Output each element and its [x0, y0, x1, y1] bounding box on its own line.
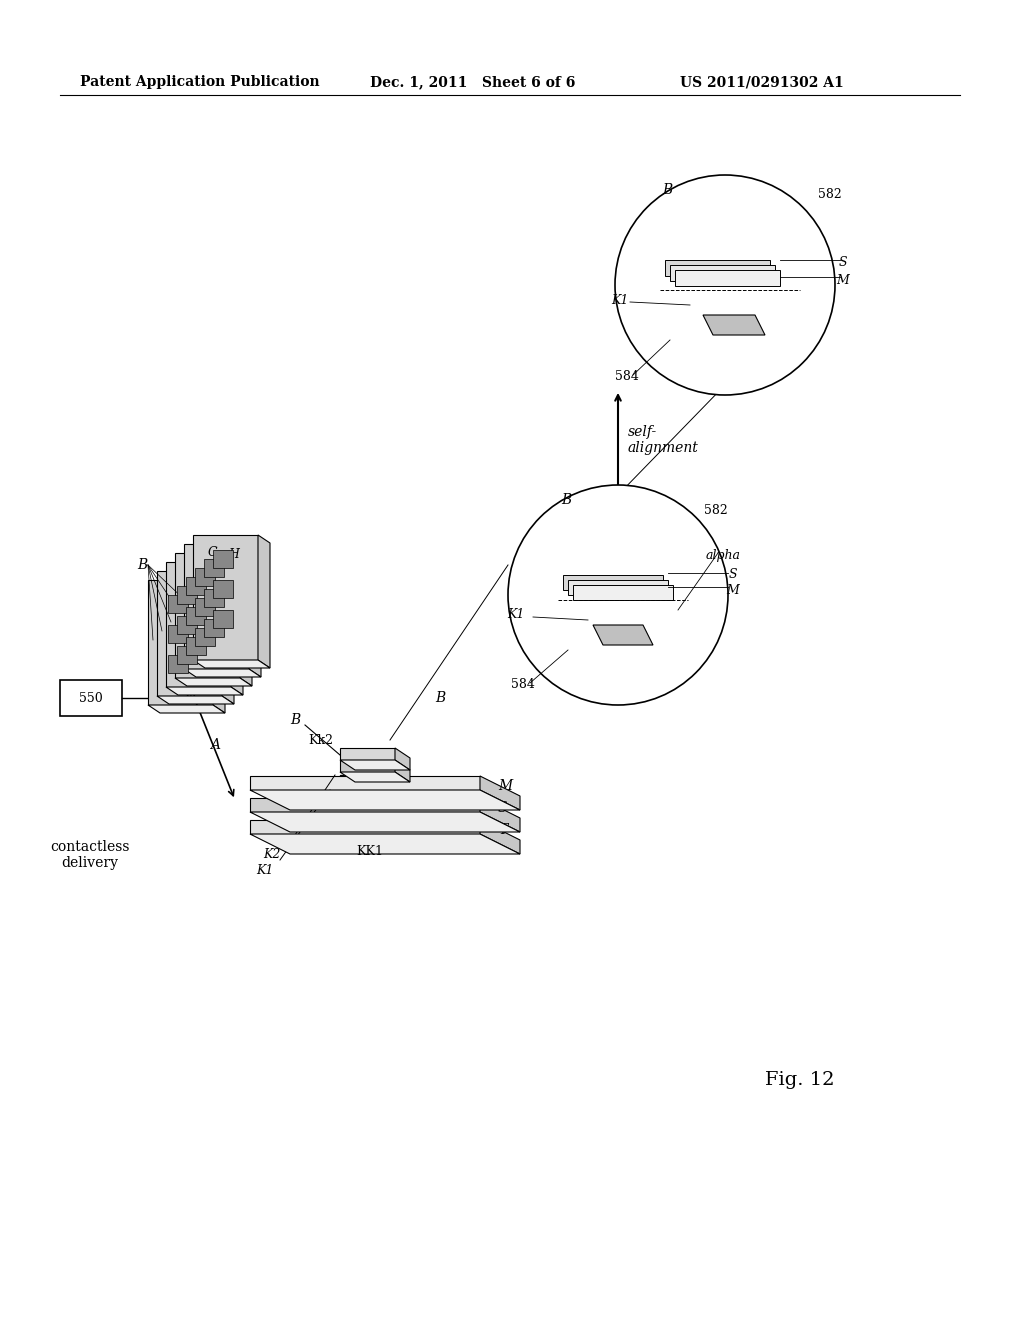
Text: KK1: KK1 [356, 845, 384, 858]
Text: 582: 582 [705, 503, 728, 516]
Polygon shape [166, 562, 231, 686]
Polygon shape [395, 748, 410, 770]
Polygon shape [168, 624, 188, 643]
Text: M: M [837, 273, 849, 286]
Text: B: B [662, 183, 672, 197]
Polygon shape [193, 660, 270, 668]
Polygon shape [168, 655, 188, 673]
Polygon shape [573, 585, 673, 601]
Polygon shape [340, 760, 395, 772]
Polygon shape [177, 586, 197, 605]
Polygon shape [249, 544, 261, 677]
Polygon shape [250, 834, 520, 854]
Polygon shape [148, 705, 225, 713]
Polygon shape [568, 579, 668, 595]
Polygon shape [250, 820, 480, 834]
Text: A: A [210, 738, 220, 752]
Polygon shape [157, 696, 234, 704]
Polygon shape [395, 760, 410, 781]
Text: H: H [228, 549, 240, 561]
Polygon shape [148, 579, 213, 705]
Text: M: M [727, 583, 739, 597]
Text: K1: K1 [611, 293, 629, 306]
Polygon shape [213, 610, 233, 628]
Text: Fig. 12: Fig. 12 [765, 1071, 835, 1089]
Polygon shape [204, 619, 224, 638]
Polygon shape [184, 544, 249, 669]
Polygon shape [670, 265, 775, 281]
Polygon shape [250, 776, 480, 789]
Text: S: S [729, 569, 737, 582]
Polygon shape [480, 820, 520, 854]
Polygon shape [175, 553, 240, 678]
Polygon shape [240, 553, 252, 686]
Text: K2: K2 [263, 849, 281, 862]
Polygon shape [204, 558, 224, 577]
Polygon shape [222, 572, 234, 704]
Polygon shape [177, 645, 197, 664]
Polygon shape [675, 271, 780, 286]
Polygon shape [231, 562, 243, 696]
Text: 584: 584 [511, 678, 535, 692]
Polygon shape [258, 535, 270, 668]
Polygon shape [186, 577, 206, 595]
FancyBboxPatch shape [340, 775, 400, 800]
Text: contactless
delivery: contactless delivery [50, 840, 130, 870]
Text: B: B [561, 492, 571, 507]
Polygon shape [193, 535, 258, 660]
Polygon shape [593, 624, 653, 645]
Circle shape [615, 176, 835, 395]
Polygon shape [480, 776, 520, 810]
FancyBboxPatch shape [60, 680, 122, 715]
Polygon shape [665, 260, 770, 276]
Polygon shape [213, 550, 233, 568]
Text: K1: K1 [256, 863, 273, 876]
Text: Dec. 1, 2011   Sheet 6 of 6: Dec. 1, 2011 Sheet 6 of 6 [370, 75, 575, 88]
Polygon shape [184, 669, 261, 677]
Text: S: S [498, 801, 508, 814]
Text: 584: 584 [615, 371, 639, 384]
Polygon shape [186, 607, 206, 624]
Polygon shape [340, 772, 410, 781]
Polygon shape [186, 638, 206, 655]
Text: B: B [137, 558, 147, 572]
Polygon shape [168, 595, 188, 612]
Text: 582: 582 [818, 189, 842, 202]
Polygon shape [175, 678, 252, 686]
Text: B: B [435, 690, 445, 705]
Circle shape [508, 484, 728, 705]
Text: Kk2: Kk2 [308, 734, 333, 747]
Polygon shape [195, 628, 215, 645]
Text: self-
alignment: self- alignment [628, 425, 698, 455]
Polygon shape [195, 568, 215, 586]
Polygon shape [157, 572, 222, 696]
Polygon shape [250, 799, 480, 812]
Polygon shape [563, 576, 663, 590]
Polygon shape [204, 589, 224, 607]
Text: Patent Application Publication: Patent Application Publication [80, 75, 319, 88]
Polygon shape [177, 616, 197, 634]
Text: *: * [185, 689, 195, 708]
Polygon shape [195, 598, 215, 616]
Text: S: S [839, 256, 847, 269]
Text: T: T [498, 822, 507, 837]
Text: M: M [498, 779, 512, 793]
Polygon shape [213, 579, 225, 713]
Text: US 2011/0291302 A1: US 2011/0291302 A1 [680, 75, 844, 88]
Text: K1: K1 [507, 609, 524, 622]
Text: C: C [207, 545, 217, 558]
Polygon shape [250, 789, 520, 810]
Polygon shape [703, 315, 765, 335]
Polygon shape [213, 579, 233, 598]
Polygon shape [340, 760, 410, 770]
Text: 550: 550 [79, 692, 102, 705]
Polygon shape [250, 812, 520, 832]
Text: alpha: alpha [706, 549, 740, 561]
Polygon shape [480, 799, 520, 832]
Text: B: B [290, 713, 300, 727]
Polygon shape [166, 686, 243, 696]
Polygon shape [340, 748, 395, 760]
